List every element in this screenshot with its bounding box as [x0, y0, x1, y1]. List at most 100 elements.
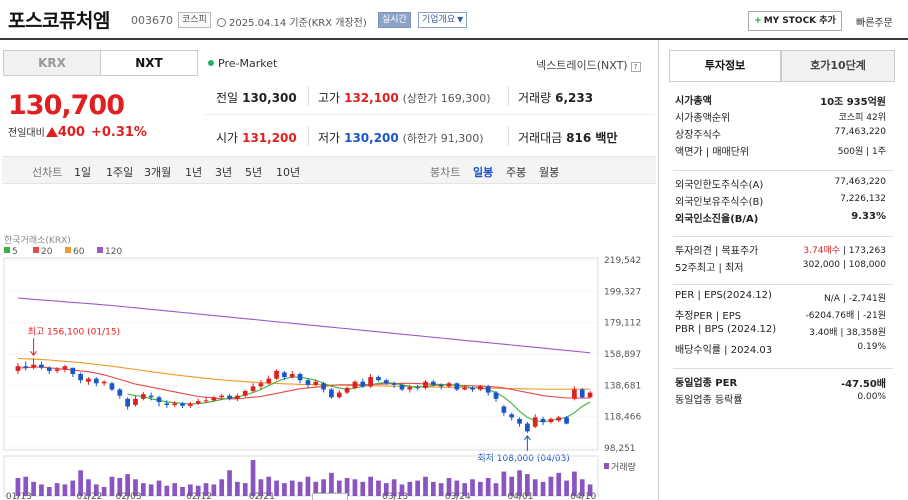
high-price: 고가 132,100 (상한가 169,300) — [318, 89, 491, 106]
y-tick-label: 158,897 — [604, 350, 641, 360]
period-1y[interactable]: 1년 — [185, 166, 203, 179]
info-label: 외국인소진율(B/A) — [675, 214, 759, 225]
open-label: 시가 — [216, 131, 239, 145]
period-1d[interactable]: 1일 — [74, 166, 92, 179]
y-tick-label: 118,466 — [604, 413, 641, 423]
info-icon[interactable]: ? — [630, 62, 641, 72]
candle-body — [211, 397, 217, 401]
candle-body — [305, 380, 311, 385]
volume-bar — [235, 481, 240, 496]
high-arrow-head — [30, 351, 37, 357]
x-tick-label: 04/10 — [570, 492, 596, 500]
volume-bar — [297, 481, 303, 496]
legend-swatch — [65, 247, 71, 253]
info-value: 77,463,220 — [834, 127, 886, 137]
volume-bar — [219, 479, 225, 496]
trade-amount: 거래대금 816 백만 — [518, 129, 617, 146]
nextrade-info[interactable]: 넥스트레이드(NXT)? — [536, 57, 641, 73]
legend-label: 60 — [73, 247, 85, 257]
candle-body — [501, 406, 507, 413]
candle-body — [391, 383, 397, 385]
info-label: 외국인보유주식수(B) — [675, 197, 764, 208]
volume-bar — [525, 474, 530, 496]
tab-order-book[interactable]: 호가10단계 — [781, 50, 895, 82]
volume-bar — [117, 478, 123, 496]
period-1w[interactable]: 1주일 — [106, 166, 134, 179]
info-label: 외국인한도주식수(A) — [675, 180, 764, 191]
section-divider — [673, 170, 893, 171]
info-label: 배당수익률 | 2024.03 — [675, 345, 773, 356]
pre-market-label: Pre-Market — [218, 57, 278, 70]
add-my-stock-button[interactable]: + MY STOCK 추가 — [748, 11, 842, 31]
candle-body — [31, 364, 36, 368]
expand-handle[interactable] — [312, 493, 348, 500]
tab-krx[interactable]: KRX — [3, 50, 101, 76]
volume-bar — [62, 484, 68, 496]
legend-label: 5 — [12, 247, 18, 257]
tab-divider — [3, 75, 198, 76]
column-separator — [508, 86, 509, 106]
quick-order-link[interactable]: 빠른주문 — [856, 18, 893, 29]
candle-body — [93, 378, 99, 384]
candle-body — [266, 378, 272, 384]
line-chart-label: 선차트 — [32, 166, 63, 179]
tab-nxt[interactable]: NXT — [100, 50, 198, 76]
market-badge: 코스피 — [178, 12, 211, 28]
change-label: 전일대비 — [8, 128, 45, 139]
volume-bar — [125, 474, 130, 496]
candle-body — [517, 418, 522, 424]
volume-bar — [540, 481, 546, 496]
info-value: 302,000 | 108,000 — [802, 260, 886, 270]
company-overview-button[interactable]: 기업개요 ▼ — [418, 12, 468, 28]
candle-body — [360, 381, 366, 387]
period-3y[interactable]: 3년 — [215, 166, 233, 179]
period-5y[interactable]: 5년 — [245, 166, 263, 179]
candle-body — [368, 377, 373, 387]
volume-label: 거래량 — [611, 461, 636, 473]
pre-market-status: Pre-Market — [208, 57, 277, 70]
period-10y[interactable]: 10년 — [276, 166, 301, 179]
high-value: 132,100 — [344, 91, 399, 105]
nextrade-label: 넥스트레이드(NXT) — [536, 59, 628, 72]
realtime-badge[interactable]: 실시간 — [378, 12, 411, 28]
volume-label: 거래량 — [518, 91, 552, 105]
info-value: 9.33% — [851, 211, 886, 222]
candle-body — [344, 387, 350, 393]
ma20-line — [17, 366, 591, 400]
volume-bar — [462, 483, 468, 496]
info-value: 3.40배 | 38,358원 — [809, 328, 886, 338]
volume-bar — [140, 483, 146, 496]
x-tick-label: 02/03 — [116, 492, 142, 500]
price-chart[interactable]: 219,542 199,327 179,112 158,897 138,681 118,4… — [0, 190, 656, 500]
info-label: 동일업종 PER — [675, 378, 738, 389]
candle-body — [321, 383, 326, 390]
stock-name: 포스코퓨처엠 — [8, 10, 110, 32]
candle-body — [15, 366, 21, 371]
candle-daily[interactable]: 일봉 — [473, 166, 494, 179]
volume-bar — [203, 483, 209, 496]
candle-weekly[interactable]: 주봉 — [506, 166, 527, 179]
info-label: PER | EPS(2024.12) — [675, 290, 772, 301]
volume-bar — [352, 479, 358, 496]
candle-body — [493, 392, 499, 399]
change-amount: 400 — [57, 125, 85, 140]
stock-header: 포스코퓨처엠 003670 코스피 2025.04.14 기준(KRX 개장전)… — [0, 0, 908, 38]
candle-body — [195, 401, 201, 404]
candle-body — [70, 367, 76, 374]
low-price: 저가 130,200 (하한가 91,300) — [318, 129, 484, 146]
volume-bar — [478, 481, 483, 496]
candle-body — [101, 381, 107, 384]
chart-source-label: 한국거래소(KRX) — [4, 235, 71, 246]
tab-investment-info[interactable]: 투자정보 — [669, 50, 781, 82]
volume-bar — [289, 480, 295, 496]
volume-bar — [454, 480, 460, 496]
candle-body — [478, 386, 483, 390]
candle-monthly[interactable]: 월봉 — [539, 166, 560, 179]
period-3m[interactable]: 3개월 — [144, 166, 172, 179]
candle-body — [548, 418, 554, 423]
candle-body — [336, 392, 342, 398]
legend-label: 120 — [105, 247, 122, 257]
volume-bar — [46, 487, 52, 496]
volume-bar — [250, 460, 256, 496]
volume-bar — [493, 483, 499, 496]
